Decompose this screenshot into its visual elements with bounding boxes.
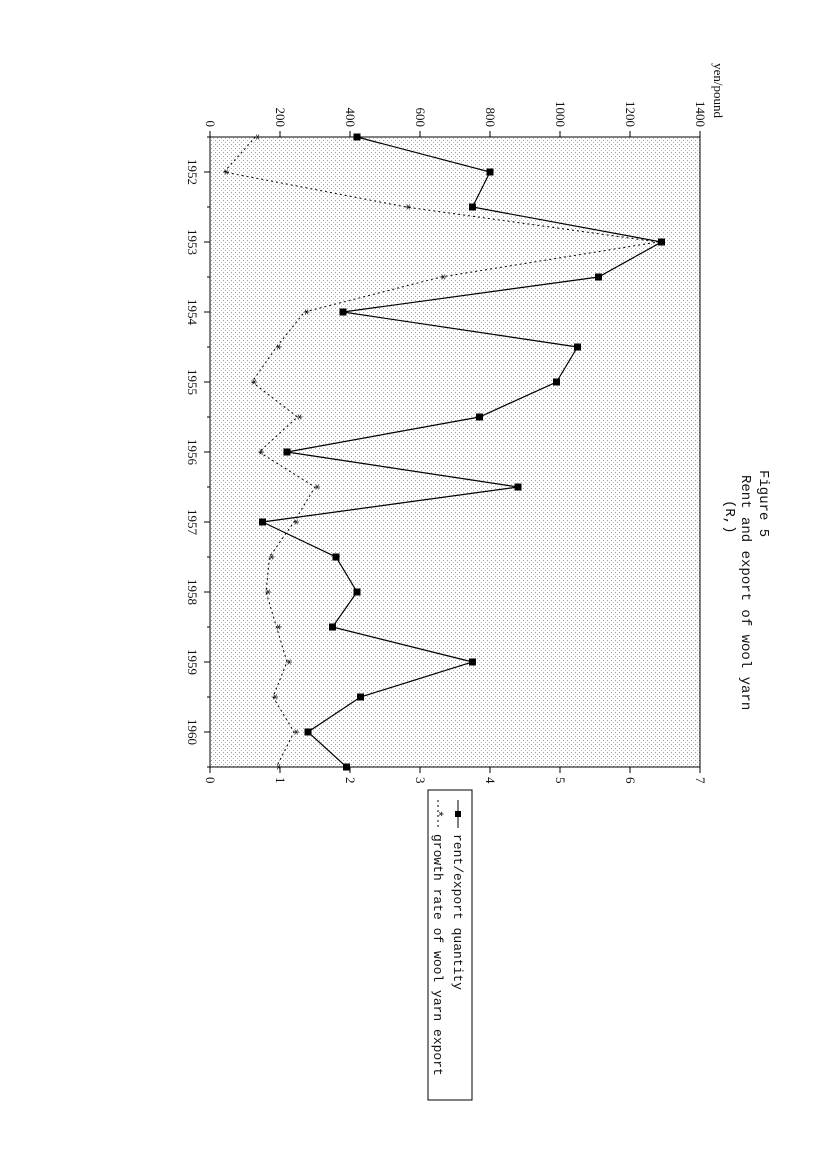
- growth-rate-point: *: [270, 764, 284, 770]
- rent-export-point: [283, 448, 291, 456]
- chart-subtitle: (R,): [721, 500, 737, 534]
- right-axis-tick-label: 7: [693, 777, 708, 784]
- rent-export-point: [353, 588, 361, 596]
- growth-rate-point: *: [298, 309, 312, 315]
- growth-rate-point: *: [270, 344, 284, 350]
- rent-export-point: [332, 553, 340, 561]
- growth-rate-point: *: [266, 694, 280, 700]
- growth-rate-line: [223, 136, 659, 768]
- growth-rate-point: *: [270, 624, 284, 630]
- rent-export-point: [329, 623, 336, 631]
- growth-rate-point: *: [287, 729, 301, 735]
- rent-export-point: [574, 343, 581, 351]
- rent-export-point: [339, 308, 347, 316]
- left-axis-tick-label: 400: [343, 108, 358, 128]
- right-axis-tick-label: 2: [343, 777, 358, 784]
- rent-export-point: [595, 273, 602, 281]
- chart-title: Rent and export of wool yarn: [737, 475, 753, 710]
- left-axis-tick-label: 600: [413, 108, 428, 128]
- rent-export-point: [476, 413, 483, 421]
- legend-label-growth: growth rate of wool yarn export: [430, 834, 445, 1076]
- left-axis-tick-label: 800: [483, 108, 498, 128]
- legend-marker-rent: [455, 811, 461, 817]
- left-axis-tick-label: 0: [203, 121, 218, 128]
- legend-label-rent: rent/export quantity: [450, 834, 465, 990]
- x-axis-tick-label: 1956: [185, 439, 200, 466]
- rent-export-point: [259, 518, 266, 526]
- rent-export-point: [486, 168, 494, 176]
- growth-rate-point: *: [291, 414, 305, 420]
- growth-rate-point: *: [252, 449, 266, 455]
- rent-export-point: [357, 693, 364, 701]
- rent-export-point: [553, 378, 560, 386]
- rent-export-point: [658, 238, 665, 246]
- x-axis-tick-label: 1958: [185, 579, 200, 605]
- right-axis-tick-label: 6: [623, 777, 638, 784]
- right-axis-tick-label: 0: [203, 777, 218, 784]
- growth-rate-point: *: [263, 554, 277, 560]
- x-axis-tick-label: 1959: [185, 649, 200, 675]
- x-axis-tick-label: 1957: [185, 509, 200, 536]
- legend-box: [427, 789, 473, 1101]
- legend: rent/export quantity * growth rate of wo…: [427, 789, 473, 1101]
- x-axis-tick-label: 1953: [185, 229, 200, 255]
- x-axis-tick-label: 1955: [185, 369, 200, 395]
- x-axis-tick-label: 1954: [185, 299, 200, 326]
- growth-rate-point: *: [245, 379, 259, 385]
- growth-rate-point: *: [308, 484, 322, 490]
- growth-rate-point: *: [287, 519, 301, 525]
- growth-rate-point: *: [259, 589, 273, 595]
- growth-rate-point: *: [399, 204, 413, 210]
- left-axis-tick-label: 200: [273, 108, 288, 128]
- right-axis-tick-label: 3: [413, 777, 428, 784]
- growth-rate-point: *: [651, 239, 665, 245]
- left-axis-unit: yen/pound: [711, 63, 726, 118]
- x-axis-tick-label: 1960: [185, 719, 200, 745]
- rent-export-point: [469, 658, 476, 666]
- rent-export-point: [353, 133, 361, 141]
- left-axis-tick-label: 1200: [623, 101, 638, 127]
- right-axis-tick-label: 5: [553, 777, 568, 784]
- growth-rate-point: *: [434, 274, 448, 280]
- left-axis-tick-label: 1400: [693, 101, 708, 127]
- right-axis-tick-label: 1: [273, 777, 288, 784]
- legend-marker-growth: *: [430, 810, 445, 818]
- left-axis-tick-label: 1000: [553, 101, 568, 127]
- growth-rate-point: *: [280, 659, 294, 665]
- rent-export-point: [469, 203, 476, 211]
- growth-rate-point: *: [217, 169, 231, 175]
- rent-export-point: [514, 483, 522, 491]
- rent-export-point: [304, 728, 312, 736]
- growth-rate-point: *: [249, 134, 263, 140]
- rent-export-point: [343, 763, 350, 771]
- figure-label: Figure 5: [755, 470, 771, 537]
- x-axis-tick-label: 1952: [185, 159, 200, 185]
- right-axis-tick-label: 4: [483, 777, 498, 784]
